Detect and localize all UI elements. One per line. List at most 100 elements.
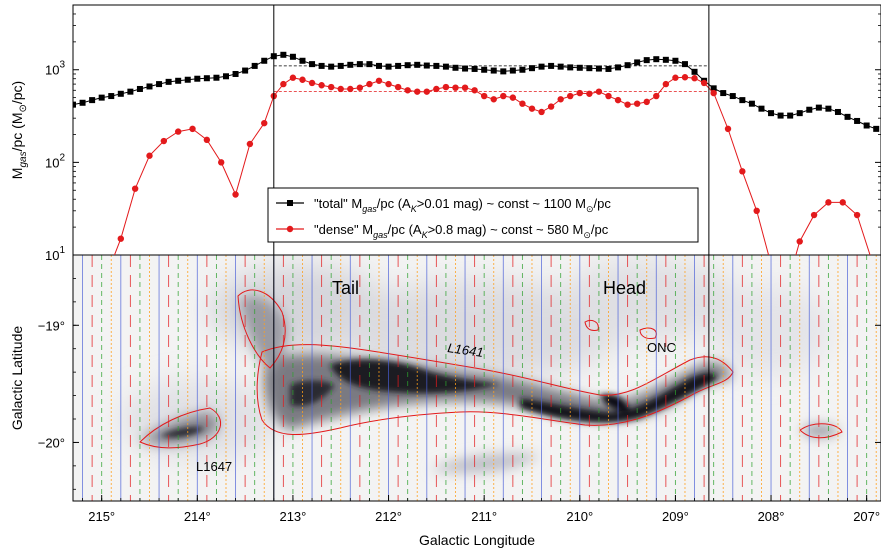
total-point bbox=[624, 62, 631, 69]
dense-point bbox=[189, 125, 196, 133]
total-point bbox=[194, 75, 201, 82]
total-point bbox=[127, 88, 134, 95]
total-point bbox=[356, 61, 363, 68]
dense-point bbox=[681, 74, 689, 81]
y-tick-label: 103 bbox=[45, 60, 65, 78]
annotation-l1647: L1647 bbox=[196, 459, 232, 474]
total-point bbox=[289, 53, 296, 60]
x-tick-label: 213° bbox=[279, 509, 306, 524]
dense-point bbox=[385, 80, 392, 88]
total-point bbox=[615, 64, 622, 71]
dense-point bbox=[538, 108, 545, 116]
dense-point bbox=[423, 88, 430, 95]
dense-point bbox=[810, 211, 818, 219]
dense-point bbox=[643, 98, 650, 106]
total-point bbox=[672, 57, 679, 64]
total-point bbox=[500, 68, 507, 75]
x-tick-label: 215° bbox=[88, 509, 115, 524]
profile-panel: 101 102 103 bbox=[45, 4, 881, 263]
dense-point bbox=[853, 211, 861, 219]
dense-point bbox=[633, 100, 641, 107]
total-point bbox=[806, 106, 813, 113]
dense-point bbox=[366, 80, 373, 88]
dense-point bbox=[203, 136, 211, 144]
total-point bbox=[634, 59, 641, 66]
total-point bbox=[481, 66, 488, 73]
total-point bbox=[720, 90, 727, 97]
legend-total-label: "total" Mgas/pc (AK>0.01 mag) ~ const ~ … bbox=[314, 196, 611, 214]
total-point bbox=[576, 64, 583, 71]
map-panel bbox=[72, 254, 881, 502]
dense-point bbox=[739, 168, 746, 175]
x-tick-label: 208° bbox=[758, 509, 785, 524]
total-point bbox=[567, 64, 574, 71]
dense-point bbox=[394, 83, 402, 91]
y-tick-exponent: 2 bbox=[59, 152, 65, 163]
legend-entry-dense: "dense" Mgas/pc (AK>0.8 mag) ~ const ~ 5… bbox=[276, 222, 609, 240]
total-point bbox=[643, 57, 650, 64]
dense-point bbox=[337, 85, 344, 93]
total-point bbox=[414, 61, 421, 68]
total-point bbox=[318, 62, 325, 69]
total-point bbox=[156, 81, 163, 88]
x-tick-label: 212° bbox=[375, 509, 402, 524]
annotation-onc: ONC bbox=[647, 340, 676, 355]
total-point bbox=[213, 74, 220, 81]
x-tick-label: 210° bbox=[566, 509, 593, 524]
total-point bbox=[748, 100, 755, 107]
y-tick-label: 101 bbox=[45, 245, 65, 263]
total-point bbox=[528, 65, 535, 72]
profile-series bbox=[73, 51, 880, 255]
total-point bbox=[442, 63, 449, 70]
total-point bbox=[844, 113, 851, 120]
total-point bbox=[452, 64, 459, 71]
dense-point bbox=[452, 84, 459, 91]
total-point bbox=[681, 61, 688, 68]
dense-point bbox=[710, 89, 717, 97]
dense-point bbox=[547, 103, 555, 110]
dense-point bbox=[567, 92, 574, 100]
total-point bbox=[739, 97, 746, 104]
total-point bbox=[471, 65, 478, 72]
total-point bbox=[509, 67, 516, 74]
dense-point bbox=[117, 235, 125, 242]
dense-point bbox=[605, 92, 612, 100]
dense-point bbox=[471, 87, 478, 94]
total-point bbox=[490, 67, 497, 74]
map-x-ticks: 215° 214° 213° 212° 211° 210° 209° 208° 207° bbox=[82, 495, 880, 524]
total-point bbox=[548, 62, 555, 69]
total-point bbox=[375, 62, 382, 69]
total-point bbox=[175, 77, 182, 84]
dense-point bbox=[146, 152, 153, 159]
total-point bbox=[462, 65, 469, 72]
dense-point bbox=[490, 96, 497, 103]
dense-point bbox=[461, 84, 469, 91]
dense-point bbox=[232, 191, 239, 198]
total-point bbox=[184, 76, 191, 83]
total-point bbox=[796, 110, 803, 117]
total-point bbox=[146, 83, 153, 90]
dense-point bbox=[261, 119, 268, 127]
total-point bbox=[729, 93, 736, 100]
total-point bbox=[280, 51, 287, 58]
total-point bbox=[108, 93, 115, 100]
dense-point bbox=[500, 92, 507, 100]
lat-tick-label: −20° bbox=[38, 435, 65, 450]
total-point bbox=[691, 68, 698, 75]
total-point bbox=[395, 62, 402, 69]
dense-point bbox=[480, 92, 488, 100]
dense-point bbox=[672, 74, 679, 81]
legend-dense-marker bbox=[286, 225, 294, 233]
y-tick-exponent: 1 bbox=[59, 245, 65, 256]
dense-point bbox=[442, 83, 450, 91]
total-point bbox=[863, 122, 870, 129]
dense-point bbox=[299, 76, 306, 83]
dense-point bbox=[528, 105, 536, 112]
dense-point bbox=[174, 128, 182, 135]
map-x-axis-label: Galactic Longitude bbox=[419, 532, 535, 548]
total-point bbox=[328, 63, 335, 70]
dense-point bbox=[586, 90, 593, 97]
total-point bbox=[98, 94, 105, 101]
lat-tick-label: −19° bbox=[38, 318, 65, 333]
